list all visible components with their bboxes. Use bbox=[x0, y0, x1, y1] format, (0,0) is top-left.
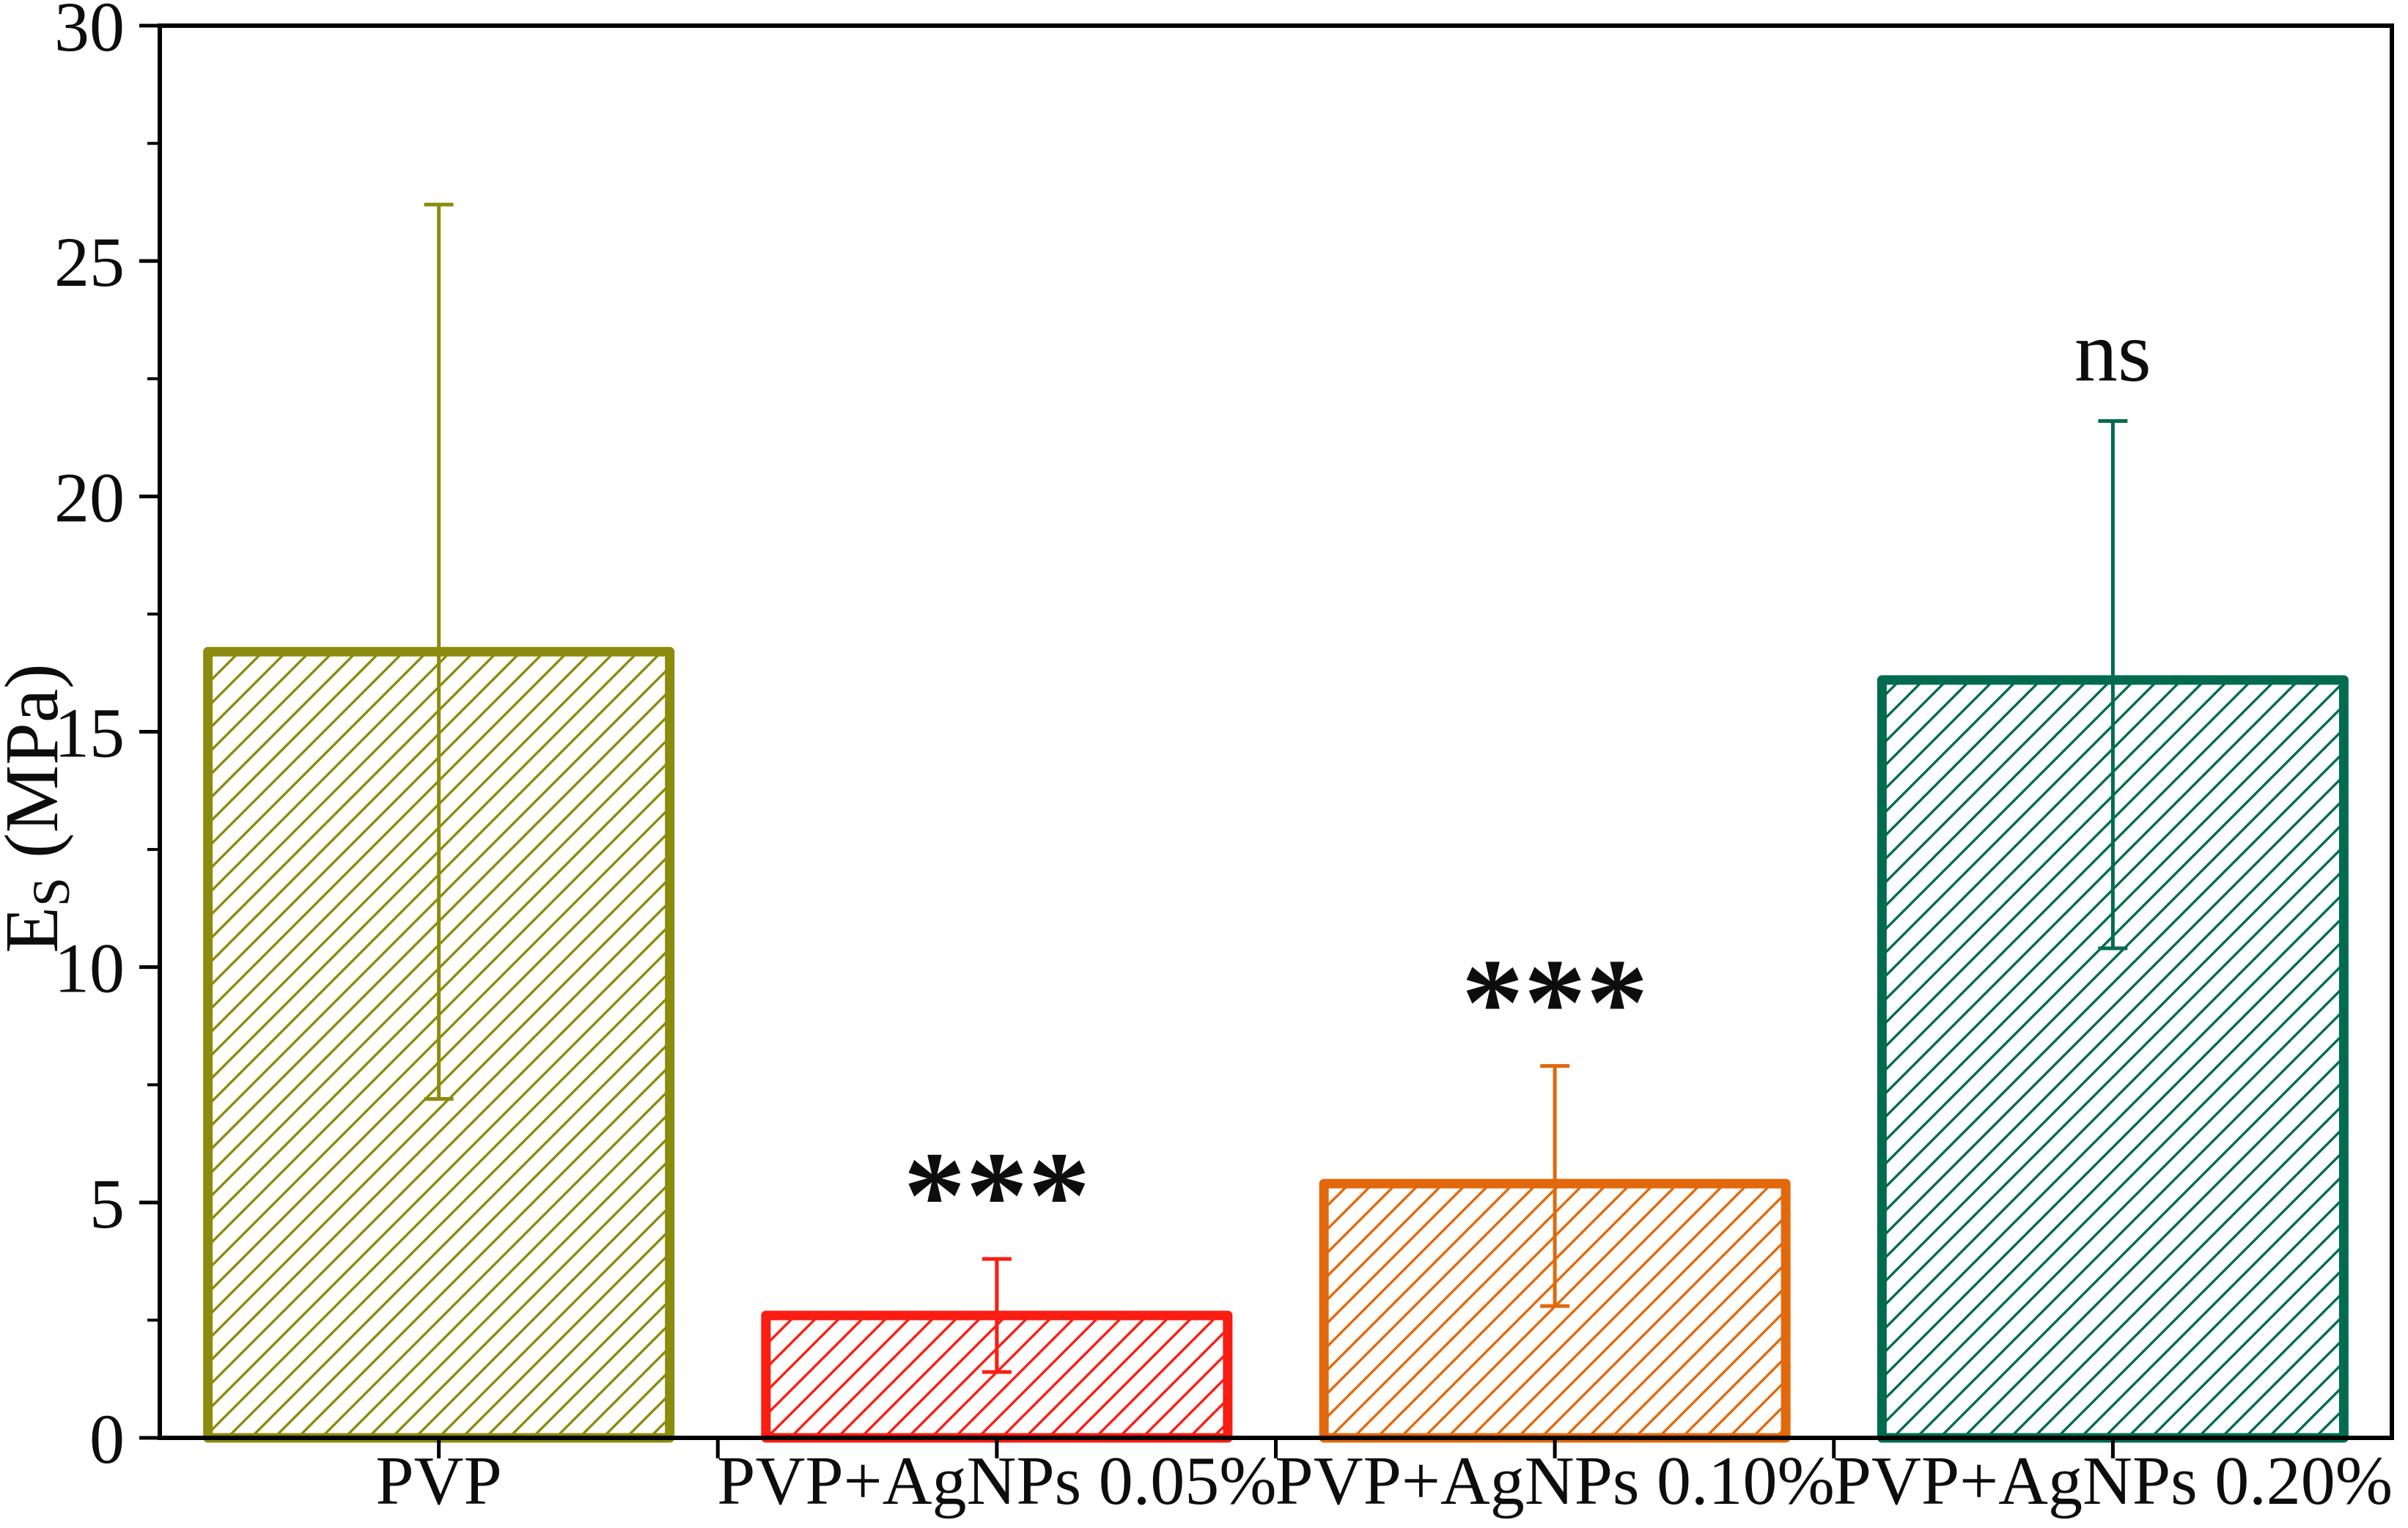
y-tick-label: 15 bbox=[54, 694, 125, 772]
significance-annotation: ns bbox=[2074, 304, 2151, 400]
y-tick-label: 5 bbox=[89, 1165, 125, 1243]
x-category-label: PVP bbox=[375, 1443, 501, 1519]
y-tick-label: 30 bbox=[54, 0, 125, 66]
x-category-label: PVP+AgNPs 0.10% bbox=[1275, 1443, 1834, 1519]
y-tick-label: 0 bbox=[89, 1400, 125, 1478]
plot-frame bbox=[158, 23, 2394, 1440]
y-axis-title: ES (MPa) bbox=[0, 663, 81, 953]
y-tick-label: 25 bbox=[54, 223, 125, 301]
significance-annotation: *** bbox=[1462, 934, 1649, 1071]
significance-annotation: *** bbox=[903, 1126, 1090, 1264]
y-tick-label: 10 bbox=[54, 929, 125, 1008]
y-tick-label: 20 bbox=[54, 458, 125, 536]
x-category-label: PVP+AgNPs 0.20% bbox=[1833, 1443, 2393, 1519]
x-category-label: PVP+AgNPs 0.05% bbox=[717, 1443, 1276, 1519]
